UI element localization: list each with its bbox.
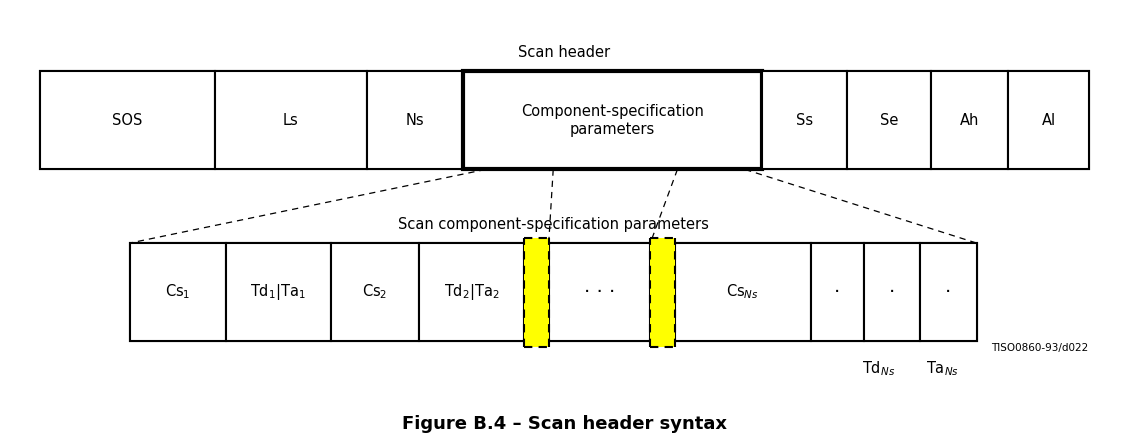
Text: Figure B.4 – Scan header syntax: Figure B.4 – Scan header syntax bbox=[402, 415, 727, 433]
Text: Al: Al bbox=[1042, 113, 1056, 128]
Text: Component-specification
parameters: Component-specification parameters bbox=[522, 104, 703, 136]
Text: Td$_1$|Ta$_1$: Td$_1$|Ta$_1$ bbox=[251, 282, 306, 302]
Bar bbox=[811, 243, 864, 341]
Text: ·: · bbox=[889, 283, 895, 301]
Text: ·: · bbox=[834, 283, 840, 301]
Bar bbox=[367, 71, 463, 169]
Text: Ah: Ah bbox=[960, 113, 980, 128]
Text: · · ·: · · · bbox=[584, 283, 615, 301]
Bar bbox=[226, 243, 331, 341]
Text: SOS: SOS bbox=[112, 113, 142, 128]
Bar bbox=[40, 71, 215, 169]
Bar bbox=[463, 71, 762, 169]
Bar bbox=[920, 243, 977, 341]
Bar bbox=[549, 243, 650, 341]
Bar bbox=[419, 243, 524, 341]
Text: Td$_2$|Ta$_2$: Td$_2$|Ta$_2$ bbox=[444, 282, 499, 302]
Bar bbox=[40, 71, 1089, 169]
Bar bbox=[130, 243, 226, 341]
Text: Cs$_2$: Cs$_2$ bbox=[362, 283, 387, 301]
Bar bbox=[331, 243, 419, 341]
Text: Scan component-specification parameters: Scan component-specification parameters bbox=[397, 217, 709, 232]
Text: Se: Se bbox=[879, 113, 899, 128]
Text: Ls: Ls bbox=[283, 113, 298, 128]
Bar bbox=[1008, 71, 1089, 169]
Bar bbox=[762, 71, 847, 169]
Text: Ta$_{Ns}$: Ta$_{Ns}$ bbox=[926, 359, 960, 378]
Bar bbox=[847, 71, 931, 169]
Bar bbox=[130, 243, 977, 341]
Text: Ns: Ns bbox=[405, 113, 425, 128]
Bar bbox=[215, 71, 367, 169]
Bar bbox=[931, 71, 1008, 169]
Text: Td$_{Ns}$: Td$_{Ns}$ bbox=[861, 359, 895, 378]
Text: ·: · bbox=[945, 283, 952, 301]
Bar bbox=[650, 238, 675, 347]
Text: TISO0860-93/d022: TISO0860-93/d022 bbox=[991, 343, 1088, 353]
Text: Ss: Ss bbox=[796, 113, 813, 128]
Bar bbox=[524, 238, 549, 347]
Bar bbox=[675, 243, 811, 341]
Text: Cs$_{Ns}$: Cs$_{Ns}$ bbox=[726, 283, 760, 301]
Text: Scan header: Scan header bbox=[518, 45, 611, 60]
Bar bbox=[864, 243, 920, 341]
Text: Cs$_1$: Cs$_1$ bbox=[165, 283, 191, 301]
